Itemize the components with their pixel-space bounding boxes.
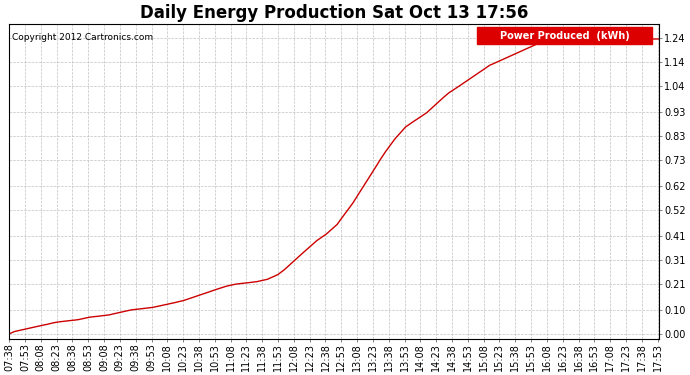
Text: Power Produced  (kWh): Power Produced (kWh): [500, 31, 629, 41]
Text: Copyright 2012 Cartronics.com: Copyright 2012 Cartronics.com: [12, 33, 154, 42]
FancyBboxPatch shape: [477, 27, 652, 44]
Title: Daily Energy Production Sat Oct 13 17:56: Daily Energy Production Sat Oct 13 17:56: [139, 4, 528, 22]
